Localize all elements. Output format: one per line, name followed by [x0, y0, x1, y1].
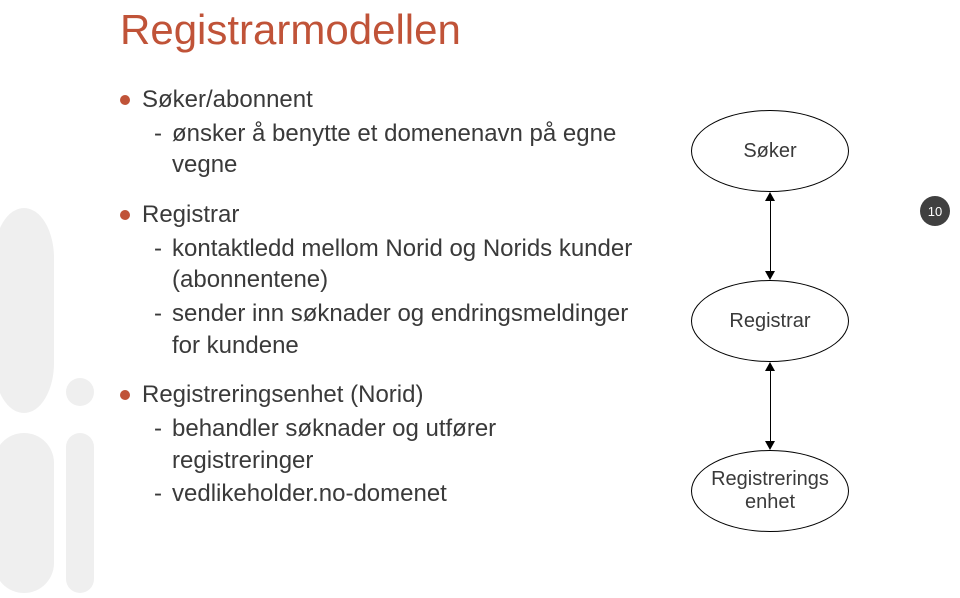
diagram-node-soker: Søker: [691, 110, 849, 192]
bullet-level1: Søker/abonnent: [120, 84, 640, 116]
bullet-subtext: behandler søknader og utfører registreri…: [172, 413, 640, 476]
bullet-subtext: kontaktledd mellom Norid og Norids kunde…: [172, 233, 640, 296]
dash-icon: -: [154, 478, 162, 510]
bullet-subtext: sender inn søknader og endringsmeldinger…: [172, 298, 640, 361]
bullet-heading: Registrar: [142, 199, 239, 231]
dash-icon: -: [154, 118, 162, 150]
bullet-level2: -kontaktledd mellom Norid og Norids kund…: [154, 233, 640, 296]
diagram-connector: [770, 370, 771, 442]
bullet-heading: Søker/abonnent: [142, 84, 313, 116]
diagram-connector: [770, 200, 771, 272]
bullet-group: Søker/abonnent-ønsker å benytte et domen…: [120, 84, 640, 181]
page-number-badge: 10: [920, 196, 950, 226]
bullet-heading: Registreringsenhet (Norid): [142, 379, 423, 411]
bullet-dot-icon: [120, 210, 130, 220]
bullet-subtext: ønsker å benytte et domenenavn på egne v…: [172, 118, 640, 181]
bullet-group: Registrar-kontaktledd mellom Norid og No…: [120, 199, 640, 361]
watermark-logo: [0, 158, 104, 598]
bullet-dot-icon: [120, 390, 130, 400]
bullet-level1: Registrar: [120, 199, 640, 231]
slide: Registrarmodellen Søker/abonnent-ønsker …: [0, 0, 960, 598]
bullet-list: Søker/abonnent-ønsker å benytte et domen…: [120, 80, 640, 528]
bullet-level2: -sender inn søknader og endringsmeldinge…: [154, 298, 640, 361]
diagram-node-registrar: Registrar: [691, 280, 849, 362]
diagram-node-regenhet: Registrerings enhet: [691, 450, 849, 532]
dash-icon: -: [154, 233, 162, 265]
dash-icon: -: [154, 413, 162, 445]
slide-title: Registrarmodellen: [120, 6, 920, 54]
diagram-node-label: Registrerings enhet: [711, 468, 829, 514]
bullet-group: Registreringsenhet (Norid)-behandler søk…: [120, 379, 640, 510]
bullet-level1: Registreringsenhet (Norid): [120, 379, 640, 411]
bullet-subtext: vedlikeholder.no-domenet: [172, 478, 447, 510]
diagram-node-label: Søker: [743, 140, 796, 163]
arrowhead-up-icon: [765, 192, 775, 201]
bullet-level2: -vedlikeholder.no-domenet: [154, 478, 640, 510]
bullet-level2: -behandler søknader og utfører registrer…: [154, 413, 640, 476]
arrowhead-down-icon: [765, 271, 775, 280]
diagram: Søker Registrar Registrerings enhet: [640, 80, 920, 560]
bullet-dot-icon: [120, 95, 130, 105]
content-row: Søker/abonnent-ønsker å benytte et domen…: [120, 80, 920, 560]
bullet-level2: -ønsker å benytte et domenenavn på egne …: [154, 118, 640, 181]
arrowhead-up-icon: [765, 362, 775, 371]
dash-icon: -: [154, 298, 162, 330]
arrowhead-down-icon: [765, 441, 775, 450]
diagram-node-label: Registrar: [729, 310, 810, 333]
